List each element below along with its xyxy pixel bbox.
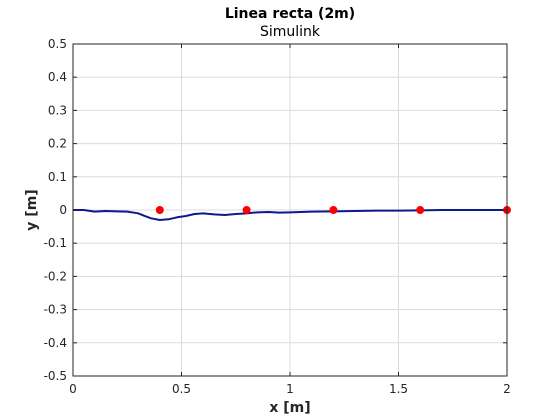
- x-tick-label: 1: [286, 382, 294, 396]
- x-tick-label: 1.5: [389, 382, 408, 396]
- y-axis-label: y [m]: [24, 189, 40, 230]
- y-tick-label: -0.4: [44, 336, 67, 350]
- x-axis-label: x [m]: [269, 400, 310, 416]
- waypoint-marker: [156, 207, 163, 214]
- waypoint-marker: [243, 207, 250, 214]
- chart-subtitle: Simulink: [260, 24, 321, 40]
- y-tick-label: 0.2: [48, 137, 67, 151]
- waypoint-marker: [417, 207, 424, 214]
- y-tick-label: 0.5: [48, 37, 67, 51]
- x-tick-label: 0: [69, 382, 77, 396]
- y-tick-label: -0.2: [44, 269, 67, 283]
- x-tick-label: 2: [503, 382, 511, 396]
- waypoint-marker: [330, 207, 337, 214]
- x-tick-label: 0.5: [172, 382, 191, 396]
- chart-title: Linea recta (2m): [225, 6, 355, 22]
- y-tick-label: 0: [59, 203, 67, 217]
- y-tick-label: -0.5: [44, 369, 67, 383]
- y-tick-label: -0.3: [44, 303, 67, 317]
- y-tick-label: 0.3: [48, 103, 67, 117]
- y-tick-label: -0.1: [44, 236, 67, 250]
- y-tick-label: 0.4: [48, 70, 67, 84]
- y-tick-label: 0.1: [48, 170, 67, 184]
